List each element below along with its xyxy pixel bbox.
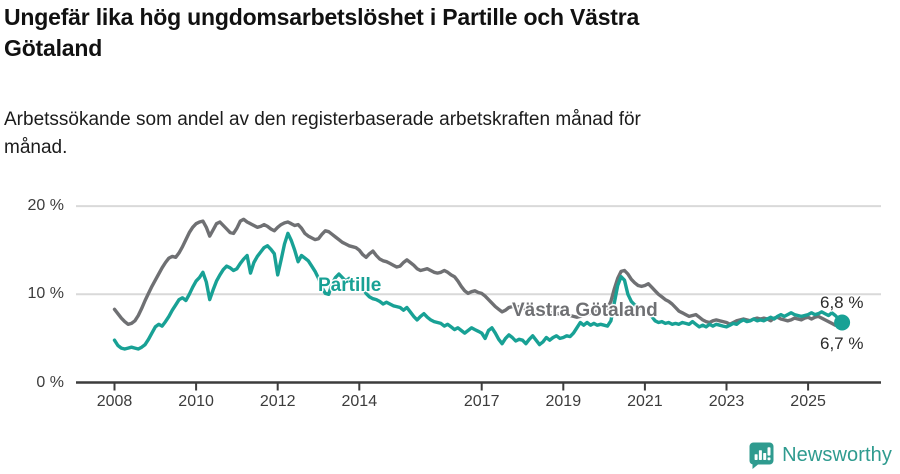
chart-subtitle-line1: Arbetssökande som andel av den registerb… xyxy=(4,109,641,130)
chart-title-line1: Ungefär lika hög ungdomsarbetslöshet i P… xyxy=(4,4,640,30)
chart-subtitle-line2: månad. xyxy=(4,137,68,158)
x-axis-label: 2021 xyxy=(627,393,663,410)
series-line-partille xyxy=(112,231,844,351)
latest-value-dot xyxy=(834,314,851,331)
series-line-vastra-gotaland xyxy=(112,217,844,327)
chart-subtitle: Arbetssökande som andel av den registerb… xyxy=(4,106,641,162)
x-axis-label: 2014 xyxy=(341,393,378,410)
newsworthy-brand-text: Newsworthy xyxy=(782,443,892,466)
x-axis-label: 2010 xyxy=(178,393,214,410)
chart-title: Ungefär lika hög ungdomsarbetslöshet i P… xyxy=(4,2,639,64)
chart-title-line2: Götaland xyxy=(4,35,103,61)
end-value-label-partille: 6,8 % xyxy=(820,293,864,312)
y-axis-label: 10 % xyxy=(27,285,64,303)
x-axis-label: 2019 xyxy=(545,393,582,410)
newsworthy-logo-icon xyxy=(749,442,774,469)
x-axis-label: 2008 xyxy=(96,393,133,410)
newsworthy-attribution[interactable]: Newsworthy xyxy=(748,441,892,469)
series-label-partille: Partille xyxy=(318,275,382,296)
x-axis-label: 2017 xyxy=(463,393,500,410)
y-axis-label: 0 % xyxy=(36,373,64,391)
x-axis-label: 2023 xyxy=(708,393,745,410)
x-axis-label: 2025 xyxy=(790,393,826,410)
end-value-label-vastra-gotaland: 6,7 % xyxy=(820,334,864,353)
y-axis-label: 20 % xyxy=(27,197,64,215)
series-label-vastra-gotaland: Västra Götaland xyxy=(512,300,658,321)
x-axis-label: 2012 xyxy=(259,393,296,410)
